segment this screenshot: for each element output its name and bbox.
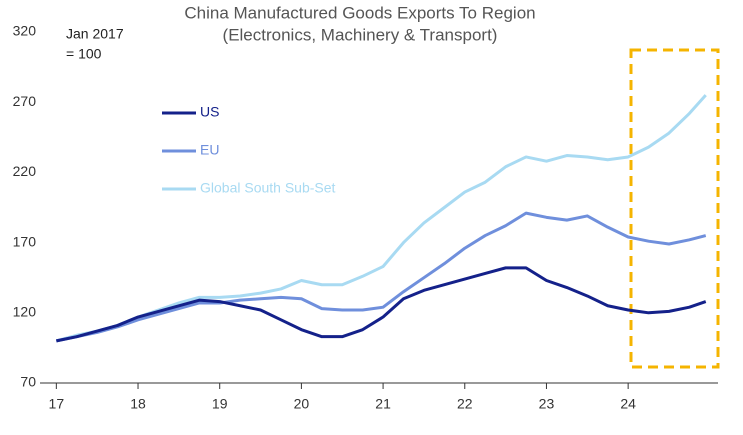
- annotation: Jan 2017: [66, 26, 124, 42]
- y-tick-label: 320: [13, 23, 37, 39]
- y-tick-label: 120: [13, 304, 37, 320]
- x-tick-label: 17: [49, 396, 65, 412]
- x-tick-label: 24: [620, 396, 636, 412]
- legend-label: US: [200, 104, 219, 120]
- x-tick-label: 21: [375, 396, 391, 412]
- y-tick-label: 220: [13, 163, 37, 179]
- line-series: [55, 94, 707, 343]
- line-series: [56, 211, 707, 343]
- y-tick-label: 170: [13, 233, 37, 249]
- legend-label: Global South Sub-Set: [200, 180, 336, 196]
- chart-title: China Manufactured Goods Exports To Regi…: [184, 3, 535, 22]
- line-series: [56, 266, 707, 343]
- y-tick-label: 70: [20, 374, 36, 390]
- x-tick-label: 22: [457, 396, 473, 412]
- chart-subtitle: (Electronics, Machinery & Transport): [223, 25, 498, 44]
- x-tick-label: 18: [130, 396, 146, 412]
- x-tick-label: 20: [294, 396, 310, 412]
- x-tick-label: 23: [539, 396, 555, 412]
- legend-label: EU: [200, 142, 219, 158]
- x-tick-label: 19: [212, 396, 228, 412]
- highlight-box: [629, 48, 720, 369]
- annotation: = 100: [66, 46, 102, 62]
- y-tick-label: 270: [13, 93, 37, 109]
